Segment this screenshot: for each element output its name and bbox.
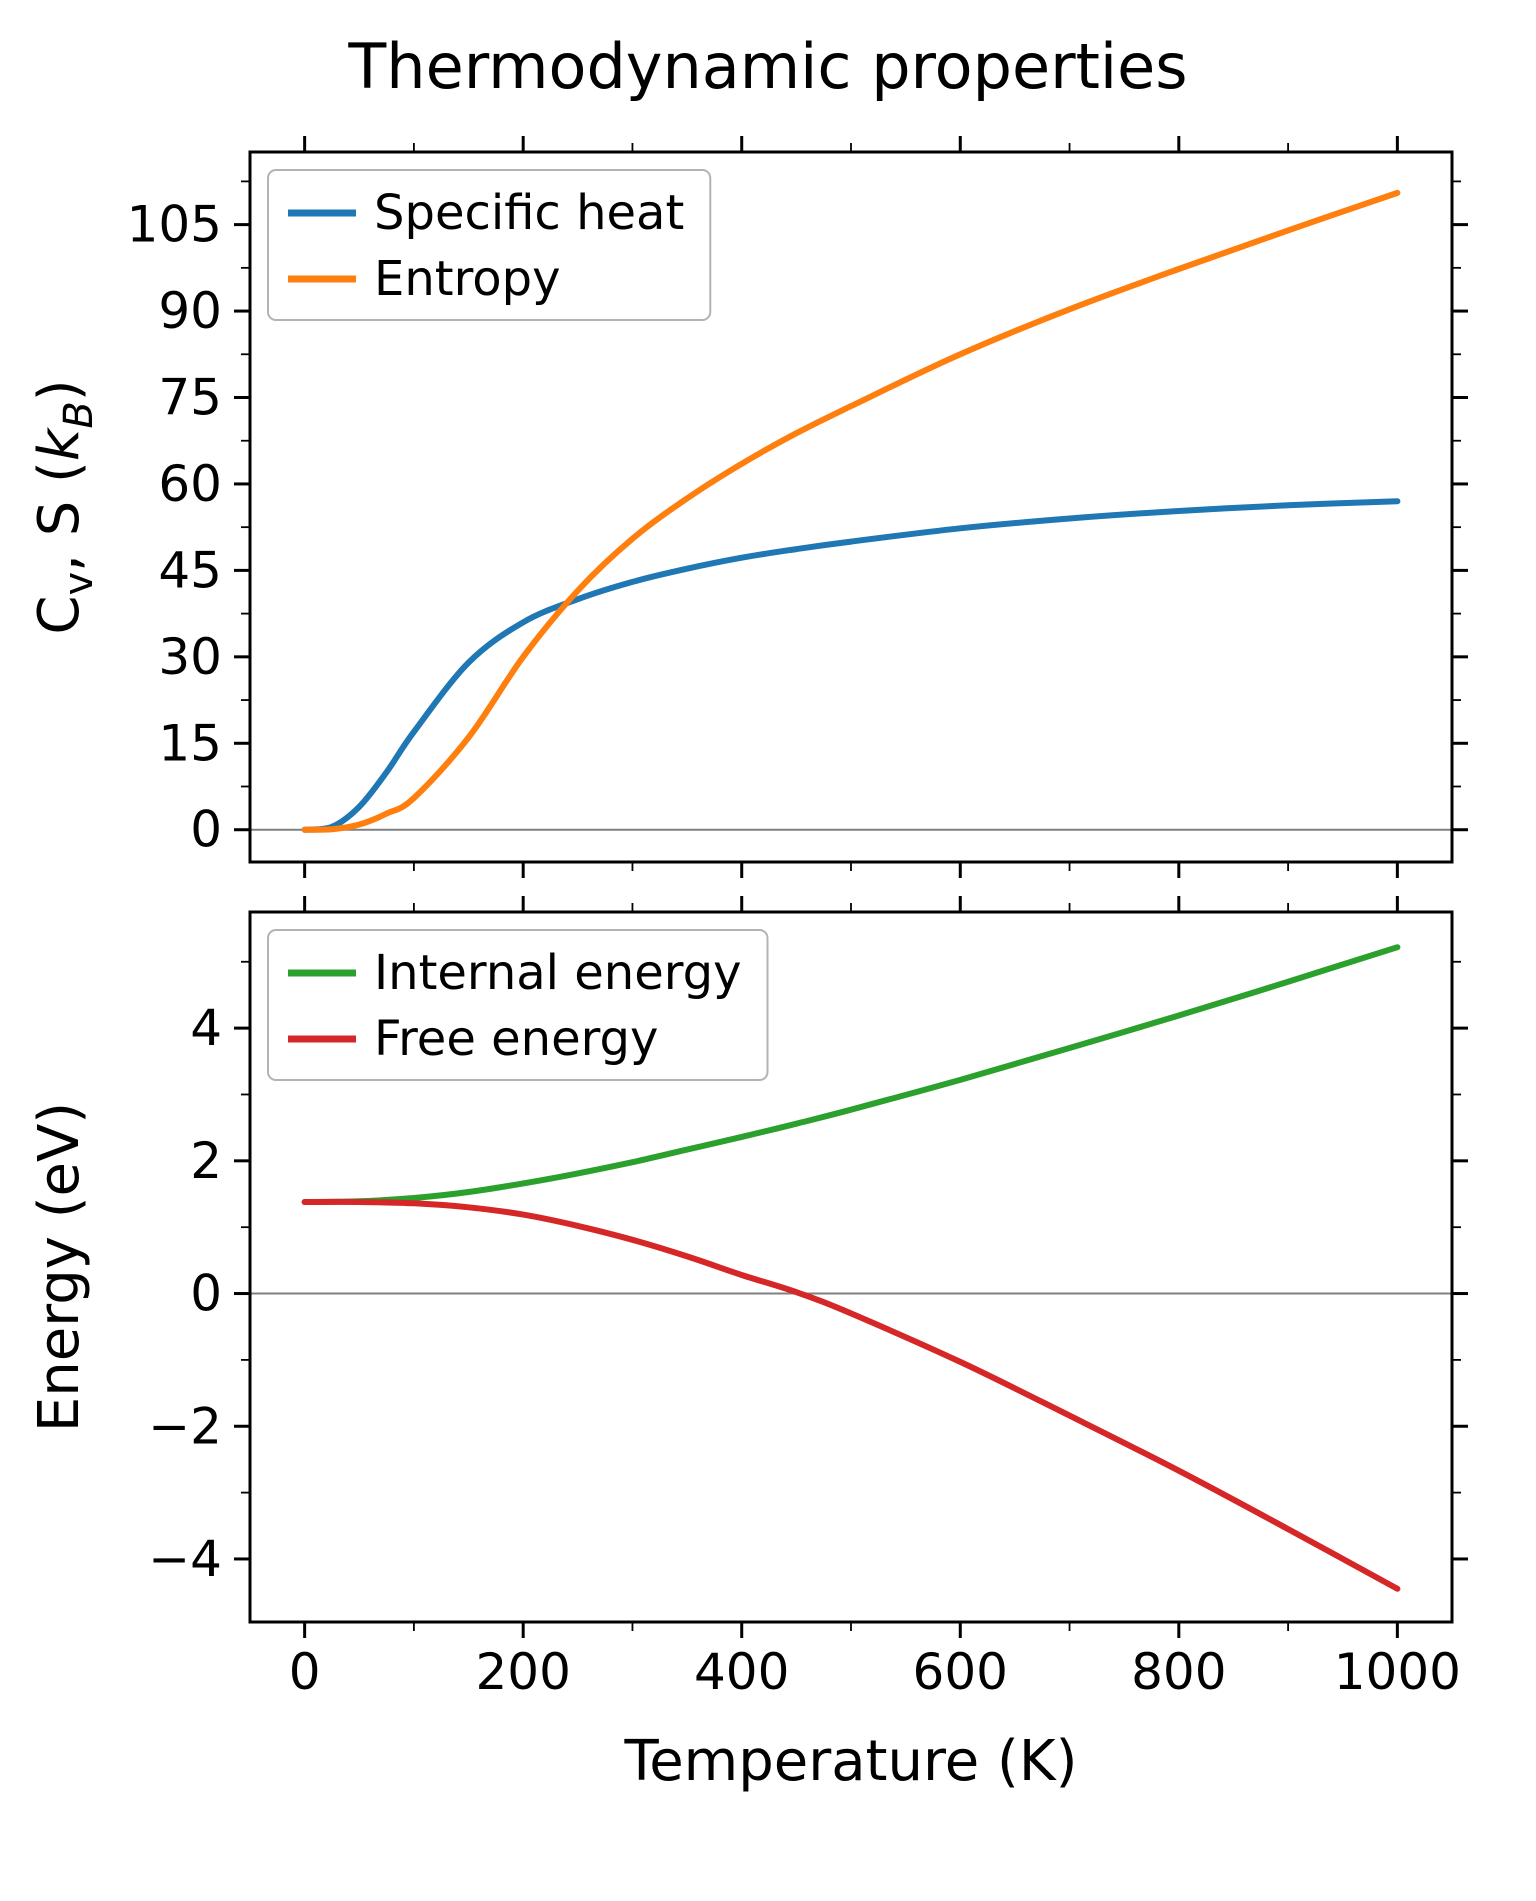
x-tick-label: 1000	[1334, 1643, 1461, 1701]
series-free-energy	[301, 1198, 1401, 1592]
legend-frame	[267, 929, 769, 1081]
y-tick-label: 4	[190, 999, 222, 1057]
x-tick-label: 0	[289, 1643, 321, 1701]
x-axis-label: Temperature (K)	[624, 1729, 1078, 1794]
y-tick-label: 2	[190, 1132, 222, 1190]
legend-label: Internal energy	[374, 945, 742, 1001]
series-entropy	[301, 189, 1401, 833]
legend-item-entropy: Entropy	[288, 251, 561, 307]
legend-label: Entropy	[374, 251, 561, 307]
legend-label: Specific heat	[374, 185, 684, 241]
legend-frame	[267, 169, 712, 321]
legend-item-free-energy: Free energy	[288, 1011, 658, 1067]
series-specific-heat	[301, 498, 1401, 833]
legend-label: Free energy	[374, 1011, 658, 1067]
x-tick-label: 600	[913, 1643, 1008, 1701]
y-axis-label: Energy (eV)	[27, 1102, 92, 1432]
legend: Internal energy Free energy	[267, 929, 769, 1081]
y-tick-label: 15	[158, 714, 222, 772]
legend: Specific heat Entropy	[267, 169, 712, 321]
figure-title: Thermodynamic properties	[348, 30, 1188, 103]
y-tick-label: 0	[190, 801, 222, 859]
y-tick-label: −2	[148, 1397, 222, 1455]
x-tick-label: 400	[694, 1643, 789, 1701]
x-tick-label: 800	[1131, 1643, 1226, 1701]
y-tick-label: 60	[158, 455, 222, 513]
y-tick-label: 45	[158, 541, 222, 599]
energies-chart: 0 200 400 600 800 1000 −4 −2 0 2 4 Temperature (K) E…	[27, 896, 1468, 1794]
heat-entropy-chart: 0 15 30 45 60 75 90 105 Cv, S (kB) Specific heat E…	[27, 136, 1468, 878]
series-internal-energy	[301, 944, 1401, 1205]
y-tick-label: −4	[148, 1530, 222, 1588]
y-tick-label: 30	[158, 628, 222, 686]
y-tick-label: 105	[127, 196, 222, 254]
y-tick-label: 90	[158, 282, 222, 340]
x-tick-label: 200	[475, 1643, 570, 1701]
y-tick-label: 75	[158, 369, 222, 427]
y-axis-label: Cv, S (kB)	[27, 379, 102, 634]
y-tick-label: 0	[190, 1265, 222, 1323]
legend-item-internal-energy: Internal energy	[288, 945, 742, 1001]
legend-item-specific-heat: Specific heat	[288, 185, 684, 241]
